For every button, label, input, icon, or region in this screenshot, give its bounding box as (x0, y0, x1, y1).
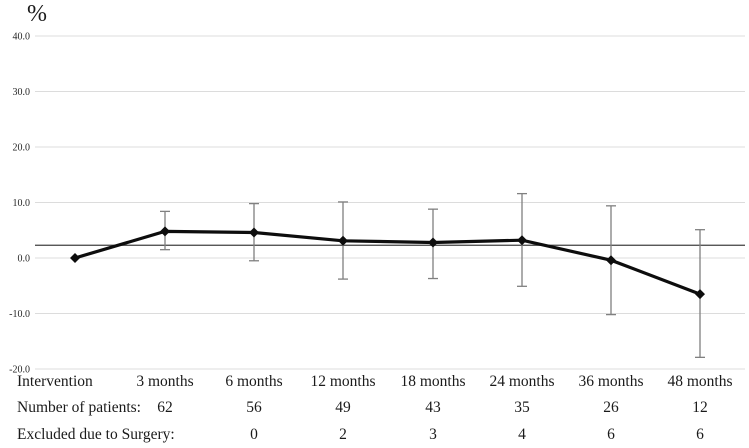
table-cell-value: 43 (425, 399, 441, 416)
y-tick-label: -10.0 (9, 309, 30, 320)
table-cell-value: 49 (335, 399, 351, 416)
table-cell-value: 2 (339, 426, 347, 443)
data-point-marker (249, 227, 259, 238)
data-point-marker (606, 255, 616, 266)
data-point-marker (695, 289, 705, 300)
data-point-marker (517, 235, 527, 246)
table-cell-value: 3 (429, 426, 437, 443)
y-tick-label: 40.0 (13, 32, 31, 43)
trend-line (74, 229, 701, 296)
x-category-label: Intervention (17, 373, 93, 390)
x-category-label: 36 months (578, 373, 644, 390)
table-row-label: Excluded due to Surgery: (17, 426, 175, 443)
x-category-label: 6 months (225, 373, 283, 390)
table-cell-value: 0 (250, 426, 258, 443)
table-cell-value: 62 (157, 399, 173, 416)
table-cell-value: 26 (603, 399, 619, 416)
y-tick-label: 0.0 (18, 254, 31, 265)
table-cell-value: 6 (607, 426, 615, 443)
table-cell-value: 6 (696, 426, 704, 443)
y-tick-label: -20.0 (9, 365, 30, 375)
table-cell-value: 56 (246, 399, 262, 416)
x-category-label: 12 months (310, 373, 376, 390)
x-category-label: 18 months (400, 373, 466, 390)
table-cell-value: 35 (514, 399, 530, 416)
table-cell-value: 12 (692, 399, 708, 416)
x-category-label: 48 months (667, 373, 733, 390)
y-axis-unit-label: % (27, 1, 47, 27)
data-point-marker (428, 237, 438, 248)
table-row-label: Number of patients: (17, 399, 141, 416)
data-point-marker (338, 235, 348, 246)
data-point-marker (160, 226, 170, 237)
x-category-label: 24 months (489, 373, 555, 390)
y-tick-label: 20.0 (13, 143, 31, 154)
y-tick-label: 10.0 (13, 198, 31, 209)
x-category-label: 3 months (136, 373, 194, 390)
data-point-marker (70, 253, 80, 263)
line-chart-canvas: 40.0 30.0 20.0 10.0 0.0 -10.0 -20.0 (9, 32, 745, 375)
table-cell-value: 4 (518, 426, 526, 443)
y-tick-label: 30.0 (13, 87, 31, 98)
